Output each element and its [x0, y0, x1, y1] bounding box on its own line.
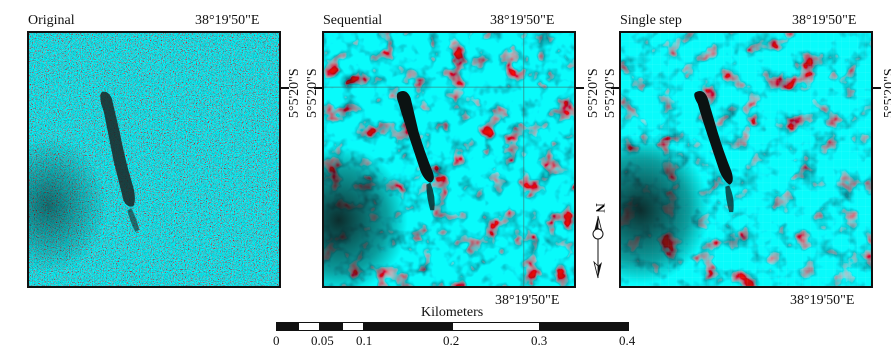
top-longitude-single-step: 38°19'50"E [792, 13, 857, 28]
latitude-tick-right [611, 87, 619, 89]
scale-tick-0-05: 0.05 [311, 333, 334, 348]
scale-seg-2 [298, 322, 320, 331]
top-longitude-sequential: 38°19'50"E [490, 13, 555, 28]
bottom-longitude-sequential: 38°19'50"E [495, 293, 560, 308]
latitude-tick-mid-right [576, 87, 584, 89]
image-panel-original [27, 31, 281, 288]
scale-tick-0-4: 0.4 [619, 333, 636, 348]
north-arrow-label: N [593, 203, 608, 213]
latitude-tick-left [281, 87, 289, 89]
bottom-longitude-single-step: 38°19'50"E [790, 293, 855, 308]
scale-tick-0-2: 0.2 [443, 333, 460, 348]
scale-tick-0-3: 0.3 [531, 333, 548, 348]
scale-seg-4 [342, 322, 364, 331]
north-arrow: N [588, 200, 608, 284]
scale-seg-5 [364, 322, 452, 331]
latitude-label-sequential-right: 5°5'20"S [586, 68, 601, 118]
latitude-tick-mid-left [314, 87, 322, 89]
latitude-label-original: 5°5'20"S [287, 68, 302, 118]
scale-seg-7 [540, 322, 629, 331]
scale-bar [276, 322, 629, 331]
image-panel-single-step [619, 31, 873, 288]
latitude-label-single-step: 5°5'20"S [603, 68, 618, 118]
panel-title-single-step: Single step [620, 13, 682, 28]
top-longitude-original: 38°19'50"E [195, 13, 260, 28]
panel-title-original: Original [28, 13, 75, 28]
scale-bar-title: Kilometers [421, 305, 484, 320]
image-panel-sequential [322, 31, 576, 288]
latitude-label-sequential: 5°5'20"S [305, 68, 320, 118]
scale-tick-0-1: 0.1 [356, 333, 373, 348]
scale-seg-6 [452, 322, 540, 331]
panel-title-sequential: Sequential [323, 13, 383, 28]
scale-seg-3 [320, 322, 342, 331]
scale-seg-1 [276, 322, 298, 331]
scale-tick-0: 0 [273, 333, 280, 348]
latitude-tick-far-right [873, 87, 881, 89]
latitude-label-single-step-right: 5°5'20"S [882, 68, 891, 118]
